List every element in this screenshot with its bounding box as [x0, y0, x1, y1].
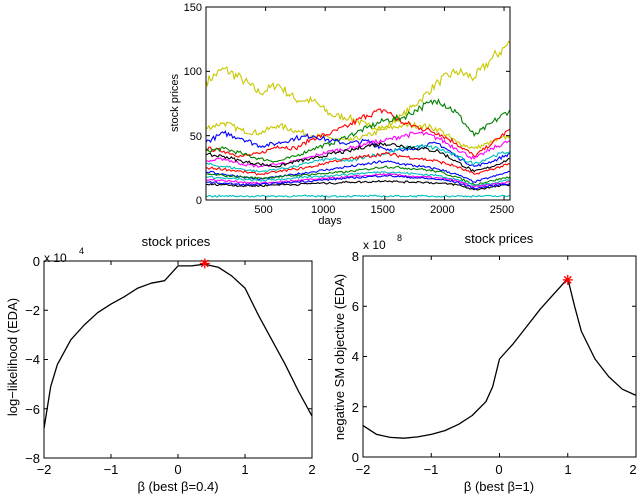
x-tick-label: 2500	[490, 204, 514, 216]
stock-series-line	[205, 151, 511, 176]
x-tick-label: 0	[495, 462, 502, 477]
y-axis-label: negative SM objective (EDA)	[332, 274, 347, 440]
y-tick-label: −2	[25, 303, 40, 318]
x-tick-label: 2	[629, 462, 636, 477]
log-likelihood-chart: stock prices x 10 4 −2 −1 0 1 2 0 −2 −4 …	[5, 234, 316, 494]
likelihood-curve	[43, 263, 313, 429]
stock-series-line	[205, 173, 511, 188]
objective-line	[43, 263, 313, 429]
x-axis-label: β (best β=0.4)	[137, 479, 218, 494]
best-marker-stroke	[563, 275, 572, 284]
x-tick-label: −1	[424, 462, 439, 477]
stock-series-line	[205, 179, 511, 191]
y-exponent: 8	[397, 233, 402, 243]
x-axis-label: days	[318, 215, 342, 227]
x-tick-label: 1	[564, 462, 571, 477]
y-tick-label: −8	[25, 451, 40, 466]
axis-ticks	[362, 255, 637, 458]
x-tick-label: −2	[37, 462, 52, 477]
stock-series-lines	[205, 40, 511, 198]
stock-series-line	[205, 141, 511, 173]
y-tick-label: 0	[196, 195, 202, 207]
best-marker-stroke	[200, 259, 209, 268]
y-exponent: 4	[79, 246, 84, 256]
stock-series-line	[205, 97, 511, 163]
stock-prices-chart: 500 1000 1500 2000 2500 0 50 100 150 day…	[169, 2, 514, 227]
axis-ticks	[43, 260, 313, 459]
x-tick-label: −1	[104, 462, 119, 477]
plot-frame	[205, 6, 511, 201]
stock-series-line	[205, 108, 511, 158]
stock-series-line	[205, 130, 511, 169]
y-axis-label: stock prices	[169, 73, 181, 132]
y-multiplier: x 10	[44, 251, 67, 265]
y-multiplier: x 10	[363, 238, 386, 252]
y-tick-label: 4	[352, 349, 359, 364]
y-tick-label: 0	[352, 450, 359, 465]
sm-objective-chart: stock prices x 10 8 −2 −1 0 1 2 0 2 4 6 …	[332, 231, 637, 494]
x-tick-label: −2	[356, 462, 371, 477]
stock-series-line	[205, 174, 511, 190]
best-beta-marker	[199, 258, 210, 269]
y-tick-label: 8	[352, 249, 359, 264]
stock-series-line	[205, 170, 511, 187]
y-tick-label: 2	[352, 400, 359, 415]
sm-objective-curve	[362, 277, 637, 439]
y-tick-label: 50	[190, 131, 202, 143]
y-tick-label: 150	[184, 2, 202, 14]
plot-frame	[43, 260, 313, 459]
stock-series-line	[205, 130, 511, 168]
chart-title: stock prices	[465, 231, 534, 246]
axis-ticks	[206, 6, 510, 201]
x-tick-label: 2000	[430, 204, 454, 216]
stock-series-line	[205, 40, 511, 131]
best-beta-marker	[562, 274, 573, 285]
x-tick-label: 0	[174, 462, 181, 477]
x-tick-label: 500	[254, 204, 272, 216]
stock-series-line	[205, 194, 511, 198]
y-tick-label: 6	[352, 299, 359, 314]
x-tick-label: 1000	[311, 204, 335, 216]
y-axis-label: log−likelihood (EDA)	[5, 298, 20, 416]
x-tick-label: 1	[241, 462, 248, 477]
plot-frame	[362, 255, 637, 458]
x-tick-label: 1500	[371, 204, 395, 216]
y-tick-label: −4	[25, 352, 40, 367]
stock-series-line	[205, 165, 511, 186]
y-tick-label: 100	[184, 66, 202, 78]
y-tick-label: −6	[25, 402, 40, 417]
x-tick-label: 2	[308, 462, 315, 477]
chart-title: stock prices	[142, 234, 211, 249]
x-axis-label: β (best β=1)	[464, 479, 534, 494]
objective-line	[362, 277, 637, 439]
y-tick-label: 0	[33, 254, 40, 269]
stock-series-line	[205, 121, 511, 150]
